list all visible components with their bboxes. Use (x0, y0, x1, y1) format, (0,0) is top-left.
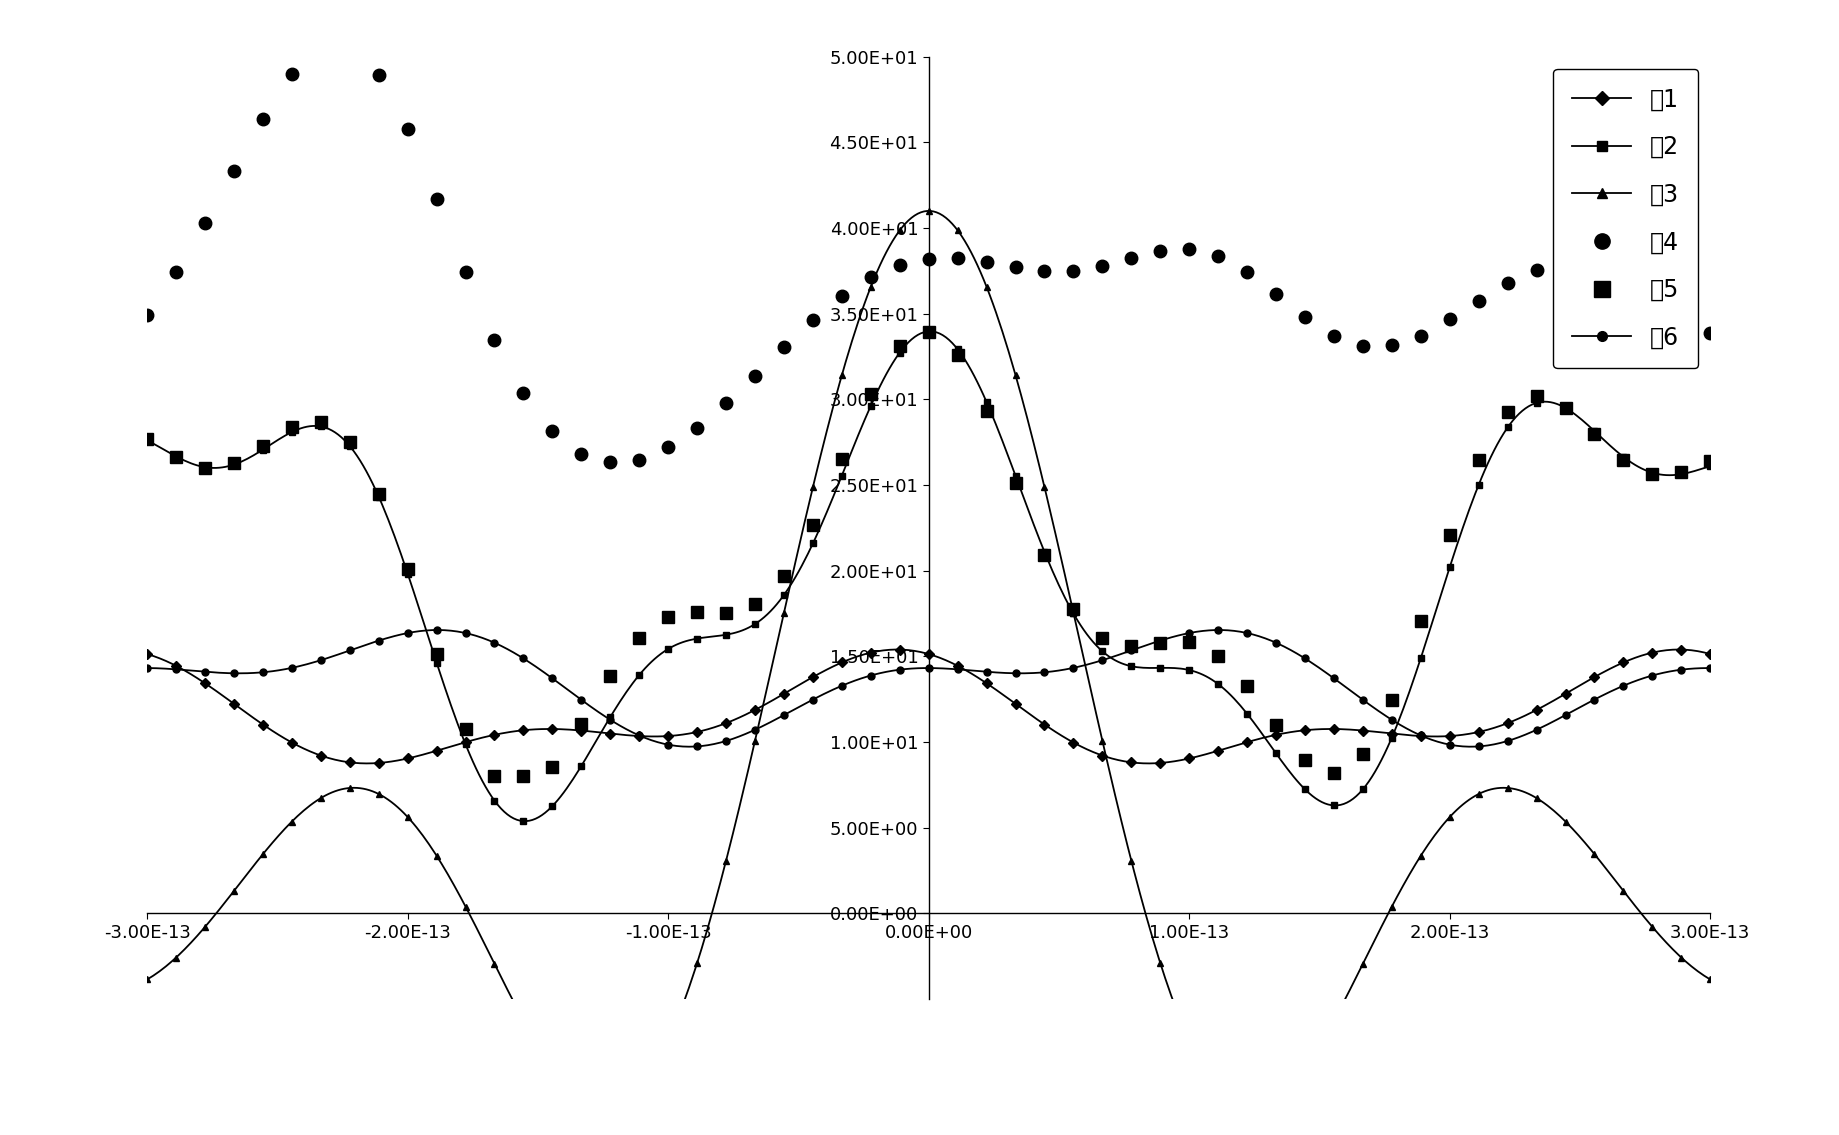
Legend: 例1, 例2, 例3, 例4, 例5, 例6: 例1, 例2, 例3, 例4, 例5, 例6 (1554, 68, 1699, 369)
